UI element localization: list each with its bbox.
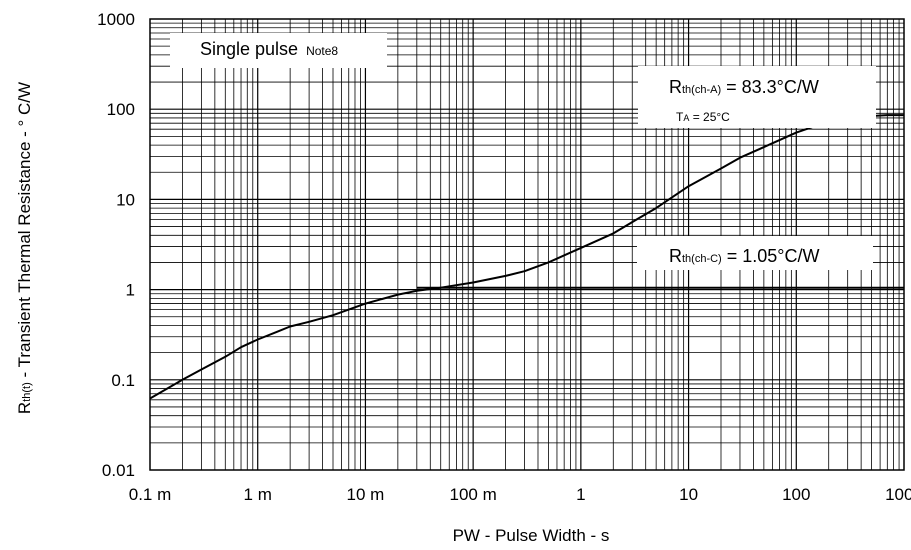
rth-chc-label-main: R: [669, 246, 682, 266]
x-tick-label: 1000: [885, 485, 911, 504]
single-pulse-box: [170, 33, 387, 68]
plot-frame: [149, 18, 905, 471]
rth-chc-label: Rth(ch-C) = 1.05°C/W: [669, 246, 819, 266]
axis-labels: PW - Pulse Width - s Rth(t) - Transient T…: [15, 82, 609, 545]
x-tick-label: 1: [576, 485, 585, 504]
series-line-0: [149, 114, 904, 400]
y-axis-label-main: R: [15, 402, 34, 414]
y-axis-label-rest: - Transient Thermal Resistance - ° C/W: [15, 82, 34, 382]
ta-label: TA = 25°C: [676, 110, 730, 124]
rth-cha-label-subscript: th(ch-A): [682, 84, 721, 96]
x-axis-label: PW - Pulse Width - s: [453, 526, 610, 545]
y-tick-label: 100: [107, 100, 135, 119]
rth-chc-box: [637, 236, 873, 270]
annotation-boxes: Single pulse Note8 Rth(ch-A) = 83.3°C/W TA …: [170, 33, 876, 270]
single-pulse-label: Single pulse Note8: [200, 39, 338, 59]
ta-label-value: = 25°C: [689, 110, 730, 124]
ta-label-main: T: [676, 110, 684, 124]
rth-cha-label: Rth(ch-A) = 83.3°C/W: [669, 77, 819, 97]
x-tick-label: 1 m: [244, 485, 272, 504]
x-tick-label: 10 m: [347, 485, 385, 504]
y-axis-label: Rth(t) - Transient Thermal Resistance - …: [15, 82, 34, 414]
minor-gridlines: [150, 19, 904, 470]
y-tick-labels: 0.01 0.1 1 10 100 1000: [97, 10, 135, 480]
y-tick-label: 1: [126, 281, 135, 300]
x-tick-label: 100: [782, 485, 810, 504]
single-pulse-main: Single pulse: [200, 39, 298, 59]
y-axis-label-subscript: th(t): [21, 382, 33, 402]
x-tick-label: 0.1 m: [129, 485, 172, 504]
ta-label-subscript: A: [683, 113, 689, 123]
y-tick-label: 0.01: [102, 461, 135, 480]
rth-cha-box: [638, 66, 876, 128]
x-tick-label: 10: [679, 485, 698, 504]
x-tick-label: 100 m: [450, 485, 497, 504]
x-tick-labels: 0.1 m 1 m 10 m 100 m 1 10 100 1000: [129, 485, 911, 504]
rth-cha-label-main: R: [669, 77, 682, 97]
rth-chc-label-value: = 1.05°C/W: [722, 246, 820, 266]
series-lines: [149, 114, 904, 400]
rth-chc-label-subscript: th(ch-C): [682, 253, 722, 265]
rth-cha-label-value: = 83.3°C/W: [721, 77, 819, 97]
y-tick-label: 0.1: [111, 371, 135, 390]
y-tick-label: 1000: [97, 10, 135, 29]
y-tick-label: 10: [116, 190, 135, 209]
single-pulse-note: Note8: [306, 44, 338, 58]
